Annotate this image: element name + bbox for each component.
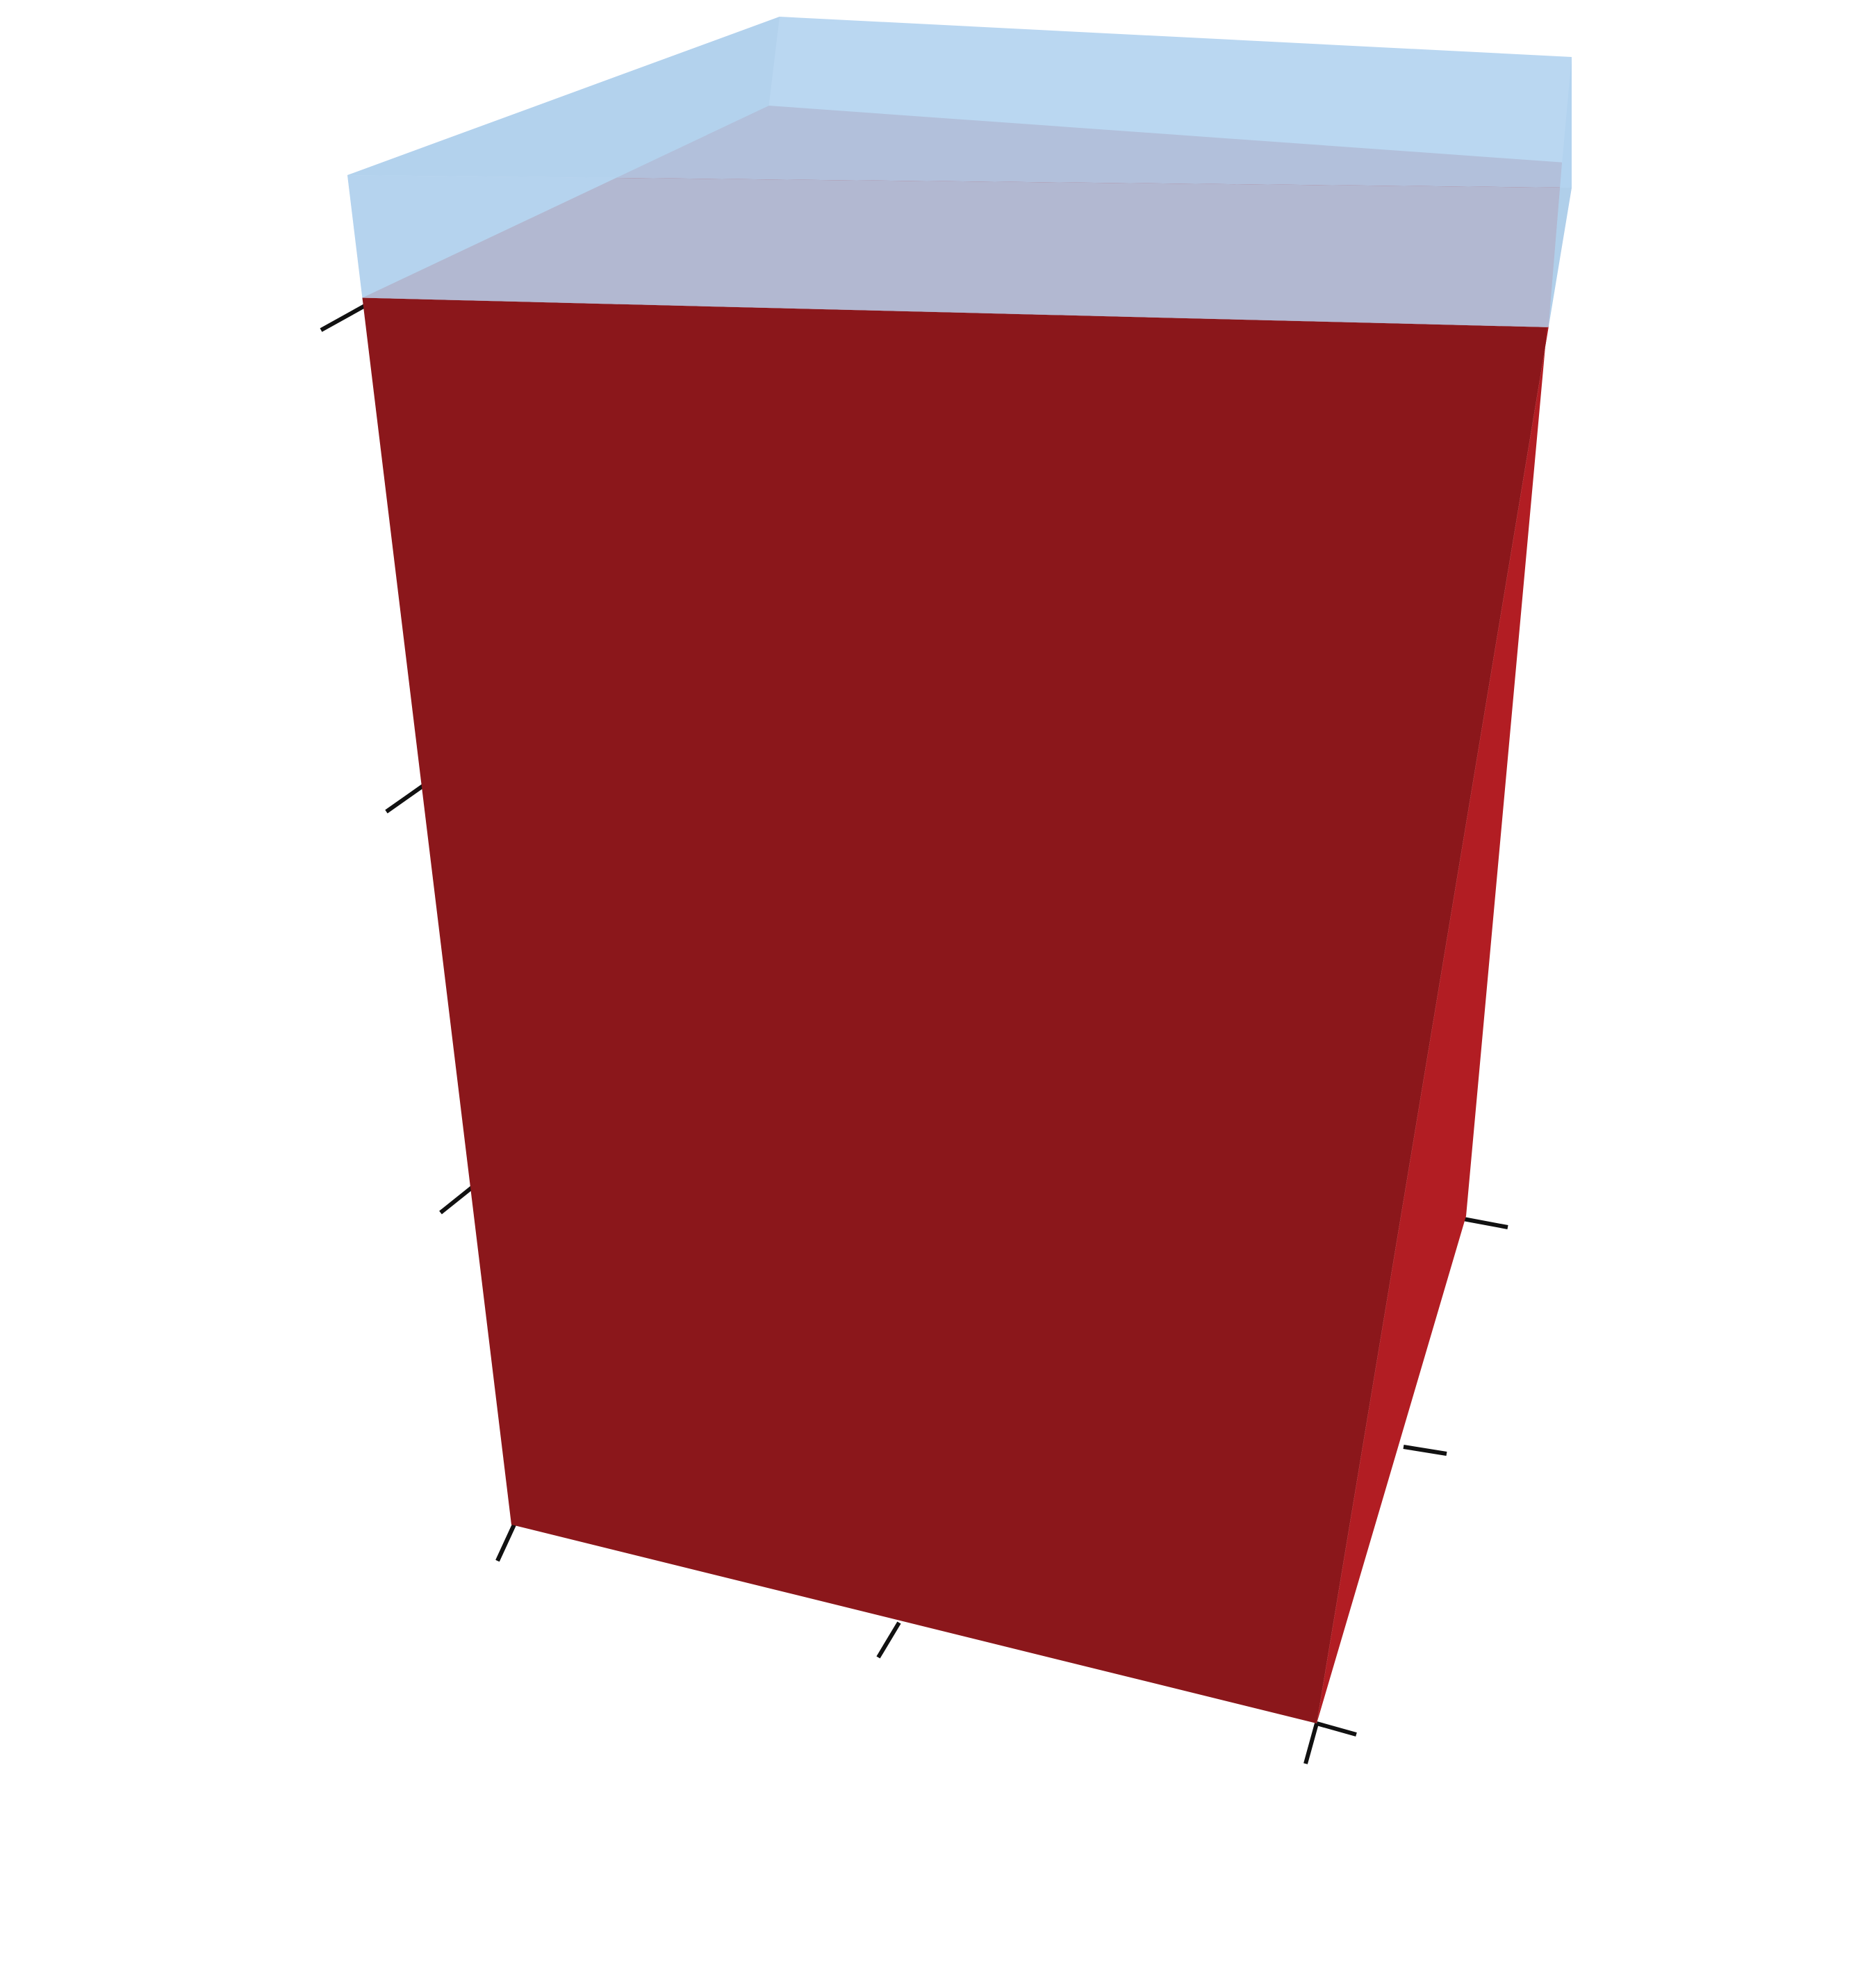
y-tick-2 — [1463, 1217, 1508, 1229]
y-tick-0 — [1316, 1721, 1357, 1737]
bar-front-face-0 — [362, 297, 1549, 1724]
bar-front-face-1 — [347, 175, 1572, 327]
bar-group — [347, 17, 1572, 1724]
bar-left-face-1 — [347, 17, 780, 298]
z-tick-1 — [385, 783, 425, 814]
y-tick-1 — [1403, 1445, 1447, 1456]
x-tick-2 — [1303, 1723, 1319, 1764]
axis-ticks — [320, 304, 1508, 1764]
z-tick-2 — [439, 1183, 477, 1215]
x-tick-0 — [495, 1523, 516, 1562]
z-tick-0 — [320, 304, 366, 332]
x-tick-1 — [876, 1621, 901, 1659]
